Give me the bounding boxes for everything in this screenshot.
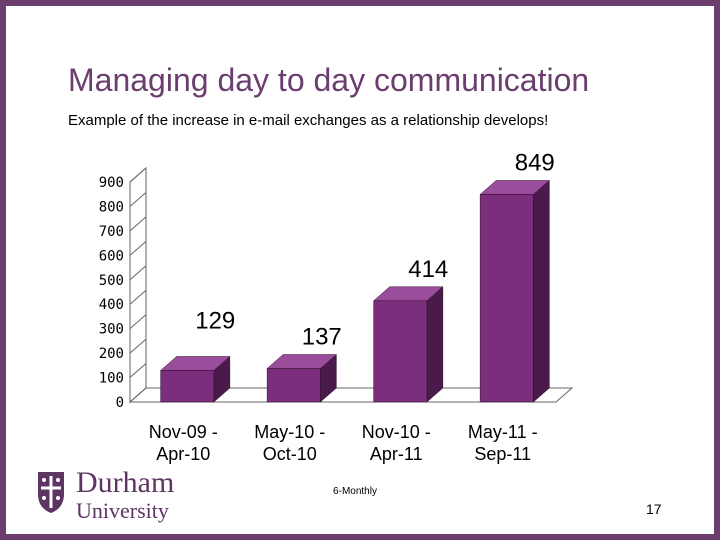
x-axis-label: 6-Monthly bbox=[333, 486, 377, 497]
y-gridline-side bbox=[129, 289, 147, 305]
logo-name: Durham bbox=[76, 466, 175, 499]
durham-crest-icon bbox=[38, 472, 64, 513]
y-gridline-side bbox=[129, 240, 147, 256]
y-gridline-side bbox=[129, 216, 147, 232]
x-tick-label: Apr-11 bbox=[370, 444, 423, 464]
chart-side-wall bbox=[129, 166, 147, 404]
x-tick-label: Nov-10 - bbox=[362, 422, 431, 442]
page-number: 17 bbox=[646, 501, 662, 517]
x-tick-label: Oct-10 bbox=[263, 444, 317, 464]
y-gridline-side bbox=[129, 192, 147, 207]
slide-title: Managing day to day communication bbox=[68, 62, 590, 98]
data-label: 137 bbox=[302, 324, 342, 351]
y-tick-label: 700 bbox=[99, 224, 124, 240]
y-gridline-side bbox=[129, 314, 147, 330]
bar-side bbox=[426, 286, 444, 403]
y-tick-label: 200 bbox=[99, 346, 124, 362]
y-tick-label: 600 bbox=[99, 248, 124, 264]
y-tick-label: 500 bbox=[99, 273, 124, 289]
x-tick-label: Nov-09 - bbox=[149, 422, 218, 442]
y-tick-label: 100 bbox=[99, 371, 124, 387]
y-gridline-side bbox=[129, 363, 147, 378]
y-gridline-side bbox=[129, 265, 147, 281]
bar bbox=[373, 300, 428, 403]
y-tick-label: 800 bbox=[99, 199, 124, 215]
x-tick-label: Sep-11 bbox=[474, 444, 531, 464]
logo-sub: University bbox=[76, 498, 169, 523]
bar bbox=[160, 370, 215, 403]
bar-side bbox=[533, 179, 550, 403]
durham-university-logo: Durham University bbox=[36, 466, 206, 528]
y-gridline-side bbox=[129, 338, 147, 354]
y-gridline-side bbox=[129, 167, 147, 183]
x-tick-label: Apr-10 bbox=[156, 444, 210, 464]
data-label: 129 bbox=[195, 307, 235, 334]
y-tick-label: 900 bbox=[99, 175, 124, 191]
x-tick-label: May-11 - bbox=[468, 422, 538, 442]
bar bbox=[266, 368, 321, 403]
y-tick-label: 400 bbox=[99, 297, 124, 313]
y-gridline-side bbox=[129, 387, 147, 403]
data-label: 414 bbox=[408, 256, 448, 283]
data-label: 849 bbox=[515, 149, 555, 176]
x-tick-label: May-10 - bbox=[254, 422, 325, 442]
y-tick-label: 0 bbox=[116, 395, 124, 411]
bar bbox=[479, 194, 534, 403]
y-tick-label: 300 bbox=[99, 322, 124, 338]
slide-subtitle: Example of the increase in e-mail exchan… bbox=[68, 112, 549, 129]
